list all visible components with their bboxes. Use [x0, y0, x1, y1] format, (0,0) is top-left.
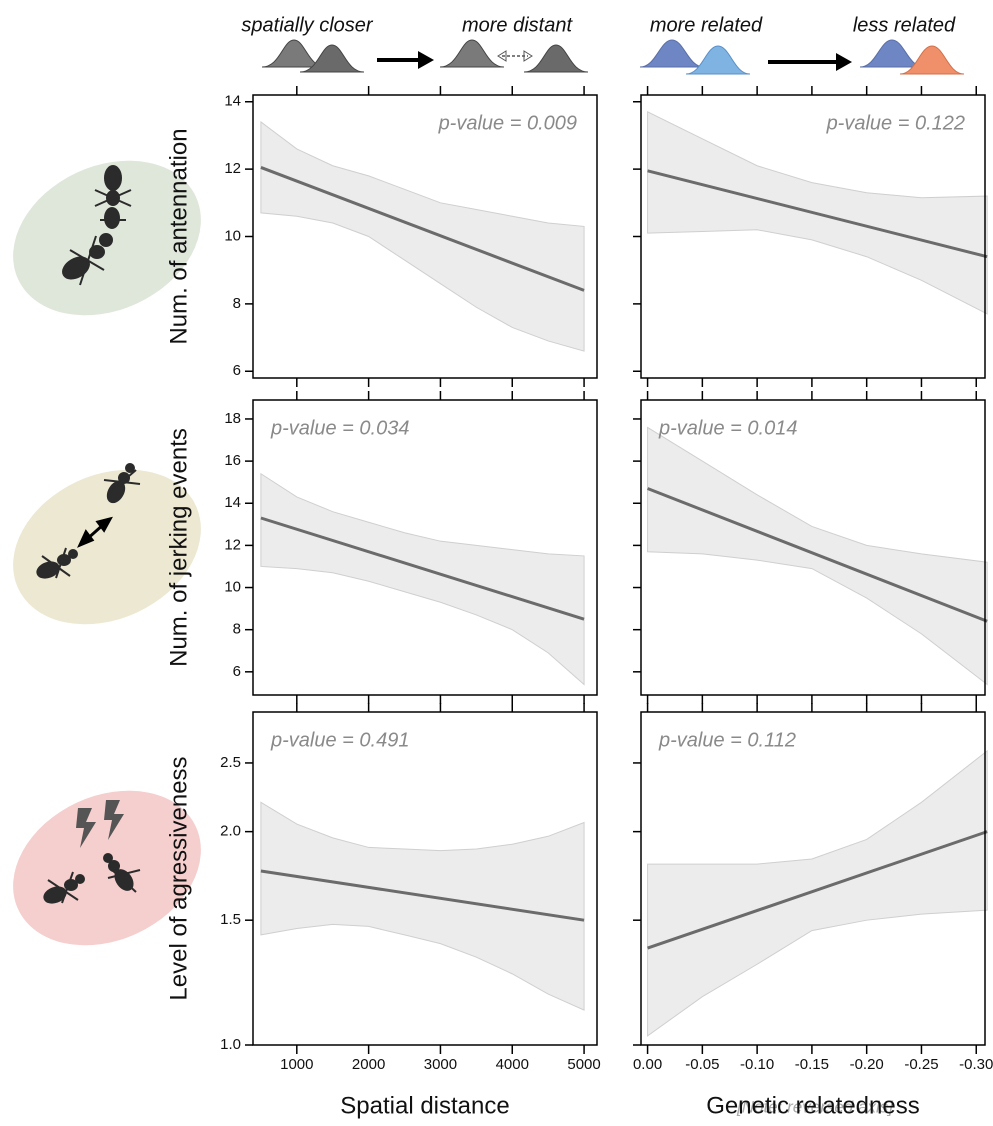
distribution-icons — [261, 39, 965, 75]
p-value: p-value = 0.034 — [270, 417, 409, 439]
y-axis-label: Num. of jerking events — [165, 428, 192, 667]
x-tick-label: 1000 — [280, 1056, 313, 1073]
panel-frame — [252, 399, 598, 696]
confidence-band — [260, 120, 585, 352]
confidence-band — [260, 801, 585, 1011]
p-value: p-value = 0.122 — [826, 112, 965, 134]
x-tick-label: -0.25 — [904, 1056, 938, 1073]
trend-line — [647, 830, 988, 950]
trend-line — [647, 169, 988, 259]
p-value: p-value = 0.009 — [438, 112, 577, 134]
y-tick-label: 12 — [224, 160, 241, 177]
x-axis-label: Spatial distance — [340, 1092, 509, 1119]
y-tick-label: 6 — [233, 663, 241, 680]
x-tick-label: -0.05 — [685, 1056, 719, 1073]
y-tick-label: 8 — [233, 295, 241, 312]
axis-note: [Note: reversed axis] — [736, 1097, 894, 1116]
x-tick-label: -0.30 — [959, 1056, 993, 1073]
y-tick-label: 12 — [224, 536, 241, 553]
panel-frame — [640, 711, 986, 1046]
p-value: p-value = 0.112 — [658, 729, 796, 751]
y-tick-label: 10 — [224, 579, 241, 596]
x-tick-label: 4000 — [496, 1056, 529, 1073]
y-tick-label: 1.5 — [220, 911, 241, 928]
arrows — [377, 50, 852, 71]
behaviour-icons — [13, 160, 201, 946]
panel-frame — [640, 399, 986, 696]
header-text: spatially closer — [241, 14, 374, 36]
y-tick-label: 2.0 — [220, 823, 241, 840]
y-tick-label: 18 — [224, 410, 241, 427]
y-tick-label: 6 — [233, 362, 241, 379]
x-tick-label: -0.20 — [850, 1056, 884, 1073]
y-axis-label: Num. of antennation — [165, 128, 192, 344]
panel-frame — [252, 711, 598, 1046]
x-tick-label: 3000 — [424, 1056, 457, 1073]
y-tick-label: 8 — [233, 621, 241, 638]
y-tick-label: 1.0 — [220, 1036, 241, 1053]
p-value: p-value = 0.491 — [270, 729, 409, 751]
header-text: more related — [650, 14, 763, 36]
y-tick-label: 14 — [224, 494, 241, 511]
trend-line — [260, 516, 585, 621]
header-text: more distant — [462, 14, 573, 36]
y-tick-label: 10 — [224, 227, 241, 244]
x-tick-label: 0.00 — [633, 1056, 662, 1073]
y-tick-label: 2.5 — [220, 754, 241, 771]
y-tick-label: 14 — [224, 93, 241, 110]
p-value: p-value = 0.014 — [658, 417, 797, 439]
trend-line — [260, 166, 585, 292]
x-axis-label: Genetic relatedness — [706, 1092, 919, 1119]
y-axis-label: Level of agressiveness — [165, 756, 192, 1000]
confidence-band — [260, 472, 585, 686]
confidence-band — [647, 749, 988, 1037]
x-tick-label: -0.15 — [795, 1056, 829, 1073]
x-tick-label: 2000 — [352, 1056, 385, 1073]
trend-line — [647, 487, 988, 623]
x-tick-label: -0.10 — [740, 1056, 774, 1073]
y-tick-label: 16 — [224, 452, 241, 469]
trend-line — [260, 869, 585, 922]
x-tick-label: 5000 — [567, 1056, 600, 1073]
header-text: less related — [853, 14, 956, 36]
